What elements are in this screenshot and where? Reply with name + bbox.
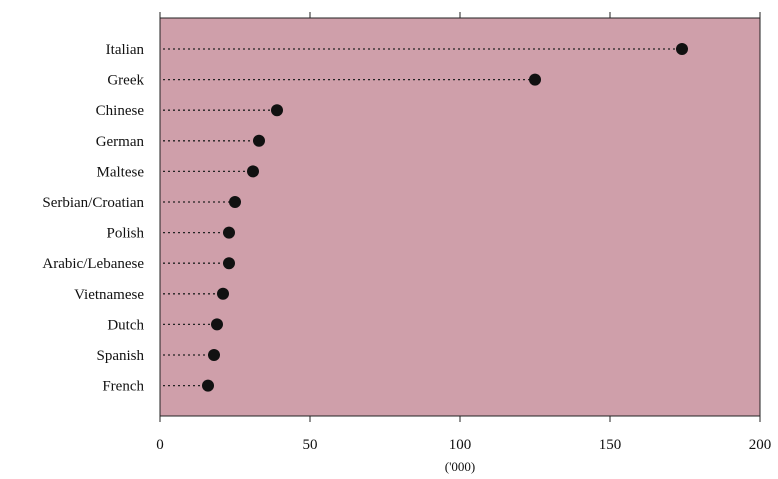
category-labels: Italian Greek Chinese German Maltese Serbian/… [42, 42, 144, 395]
category-label-chinese: Chinese [96, 103, 145, 119]
x-tick-label-50: 50 [303, 437, 318, 453]
data-point-arabic-lebanese [223, 257, 235, 270]
x-tick-label-200: 200 [749, 437, 772, 453]
x-tick-label-100: 100 [449, 437, 472, 453]
category-label-maltese: Maltese [97, 164, 145, 180]
category-label-greek: Greek [107, 73, 144, 89]
data-markers [202, 43, 688, 392]
x-tick-label-150: 150 [599, 437, 622, 453]
category-label-italian: Italian [106, 42, 145, 58]
category-label-vietnamese: Vietnamese [74, 287, 144, 303]
leader-lines [163, 48, 682, 387]
data-point-german [253, 134, 265, 147]
category-label-german: German [96, 134, 145, 150]
category-label-dutch: Dutch [107, 317, 144, 333]
data-point-polish [223, 226, 235, 239]
data-point-maltese [247, 165, 259, 178]
data-point-dutch [211, 318, 223, 331]
x-tick-label-0: 0 [156, 437, 164, 453]
data-point-spanish [208, 349, 220, 361]
data-point-greek [529, 73, 541, 86]
x-axis: 0 50 100 150 200 [156, 12, 771, 453]
x-axis-title: ('000) [445, 459, 476, 474]
data-point-italian [676, 43, 688, 55]
category-label-arabic-lebanese: Arabic/Lebanese [42, 256, 144, 272]
category-label-french: French [102, 379, 144, 395]
category-label-spanish: Spanish [96, 348, 144, 364]
category-label-serbian-croatian: Serbian/Croatian [42, 195, 144, 211]
plot-area [159, 17, 761, 417]
data-point-chinese [271, 104, 283, 117]
data-point-vietnamese [217, 287, 229, 300]
category-label-polish: Polish [106, 226, 144, 242]
data-point-french [202, 379, 214, 392]
data-point-serbian-croatian [229, 196, 241, 208]
